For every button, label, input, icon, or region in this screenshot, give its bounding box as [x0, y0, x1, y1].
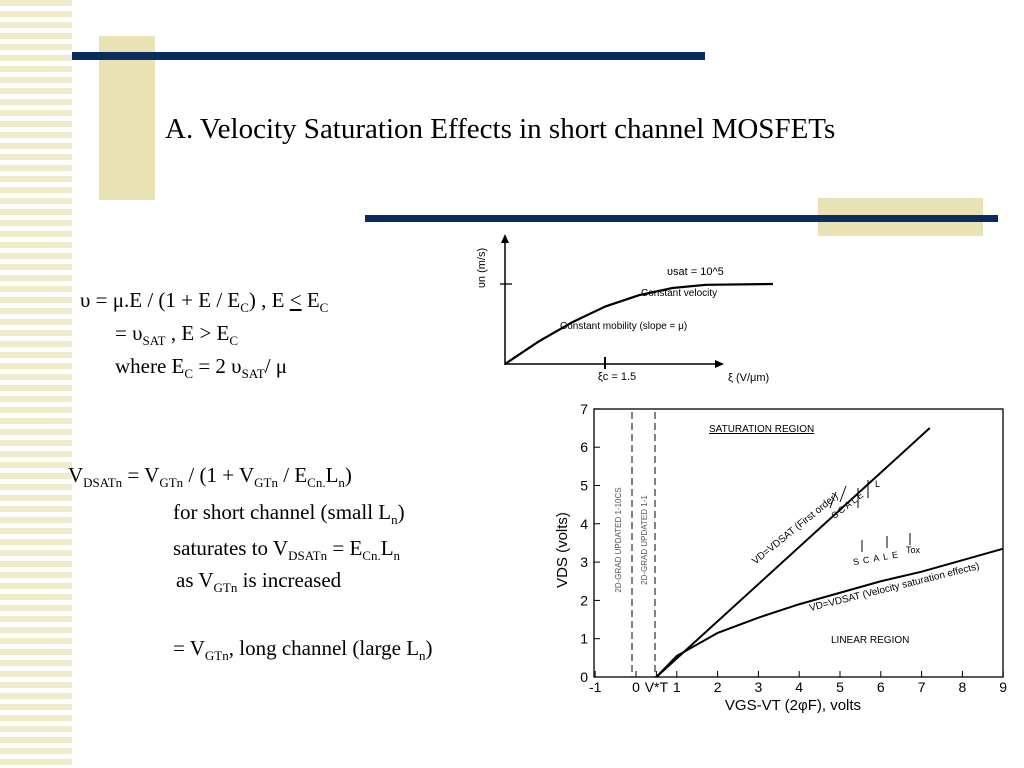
vdsat-equation-line3: saturates to VDSATn = ECn.Ln [173, 536, 401, 564]
chart2-ytick-label: 6 [580, 439, 588, 455]
chart2-ytick-label: 5 [580, 478, 588, 494]
chart1-vsat-label: υsat = 10^5 [667, 266, 724, 278]
velocity-equation-line1: υ = μ.E / (1 + E / EC) , E < EC [80, 288, 329, 316]
chart1-series [504, 282, 774, 365]
top-rule [72, 52, 705, 60]
velocity-equation-line2: = υSAT , E > EC [115, 321, 239, 349]
chart1-xtick-label: ξc = 1.5 [598, 371, 636, 383]
chart1-velocity-curve [504, 282, 774, 365]
chart2-xtick-label: 2 [714, 679, 722, 695]
chart2-xtick-label: V*T [645, 679, 669, 695]
tan-accent-block-left [99, 36, 155, 200]
chart2-linear-region-label: LINEAR REGION [831, 635, 909, 646]
velocity-field-chart: υn (m/s) ξc = 1.5 ξ (V/μm) υsat = 10^5 C… [476, 234, 774, 384]
chart2-ylabel: VDS (volts) [554, 512, 571, 588]
chart2-xtick-label: 0 [632, 679, 640, 695]
chart1-xlabel: ξ (V/μm) [728, 372, 769, 384]
vdsat-equation-line2: for short channel (small Ln) [173, 500, 405, 528]
chart1-y-arrow [501, 234, 509, 243]
chart2-dashed-annotation-2: 2D-GRAD UPDATED 1-1 [640, 495, 649, 585]
chart2-xtick-label: 8 [959, 679, 967, 695]
slide-title: A. Velocity Saturation Effects in short … [165, 113, 836, 145]
chart2-dashed-annotation-1: 2D-GRAD UPDATED 1-10CS [614, 487, 623, 592]
chart2-xtick-label: 6 [877, 679, 885, 695]
chart2-scale-label-2: SCALE [852, 549, 902, 567]
chart2-tox-label: Tox [906, 545, 921, 555]
chart2-frame [593, 408, 1004, 678]
chart2-ytick-label: 1 [580, 631, 588, 647]
chart2-velocity-sat-label: VD=VDSAT (Velocity saturation effects) [808, 561, 980, 614]
chart2-ytick-label: 7 [580, 401, 588, 417]
chart2-xtick-label: 9 [999, 679, 1007, 695]
vdsat-equation-line5: = VGTn, long channel (large Ln) [173, 636, 433, 664]
chart2-first-order-line [655, 427, 931, 678]
chart2-ytick-label: 2 [580, 592, 588, 608]
chart1-constant-velocity-label: Constant velocity [641, 288, 717, 299]
vdsat-chart: 2D-GRAD UPDATED 1-10CS 2D-GRAD UPDATED 1… [554, 401, 1007, 714]
chart2-velocity-saturation-curve [655, 547, 1004, 678]
chart2-ytick-label: 0 [580, 669, 588, 685]
chart2-l-label: L [875, 479, 880, 489]
mid-rule [365, 215, 998, 222]
decorative-stripes [0, 0, 72, 768]
chart2-xtick-label: 4 [795, 679, 803, 695]
chart1-ylabel: υn (m/s) [476, 248, 488, 288]
chart1-x-arrow [715, 360, 724, 368]
vdsat-equation-line1: VDSATn = VGTn / (1 + VGTn / ECn.Ln) [68, 463, 352, 491]
chart2-first-order-label: VD=VDSAT (First order) [750, 491, 840, 567]
chart2-scale-arrows [829, 480, 911, 552]
chart2-ytick-label: 3 [580, 554, 588, 570]
velocity-equation-line3: where EC = 2 υSAT/ μ [115, 354, 288, 382]
chart2-xtick-label: -1 [589, 679, 602, 695]
chart1-constant-mobility-label: Constant mobility (slope = μ) [560, 321, 687, 332]
chart2-xlabel: VGS-VT (2φF), volts [725, 697, 861, 714]
chart2-xtick-label: 1 [673, 679, 681, 695]
chart2-saturation-region-label: SATURATION REGION [709, 424, 814, 435]
chart2-series [655, 427, 1004, 678]
chart2-xtick-label: 3 [755, 679, 763, 695]
chart2-xtick-label: 5 [836, 679, 844, 695]
chart2-xtick-label: 7 [918, 679, 926, 695]
chart2-ytick-label: 4 [580, 516, 588, 532]
vdsat-equation-line4: as VGTn is increased [176, 568, 342, 596]
